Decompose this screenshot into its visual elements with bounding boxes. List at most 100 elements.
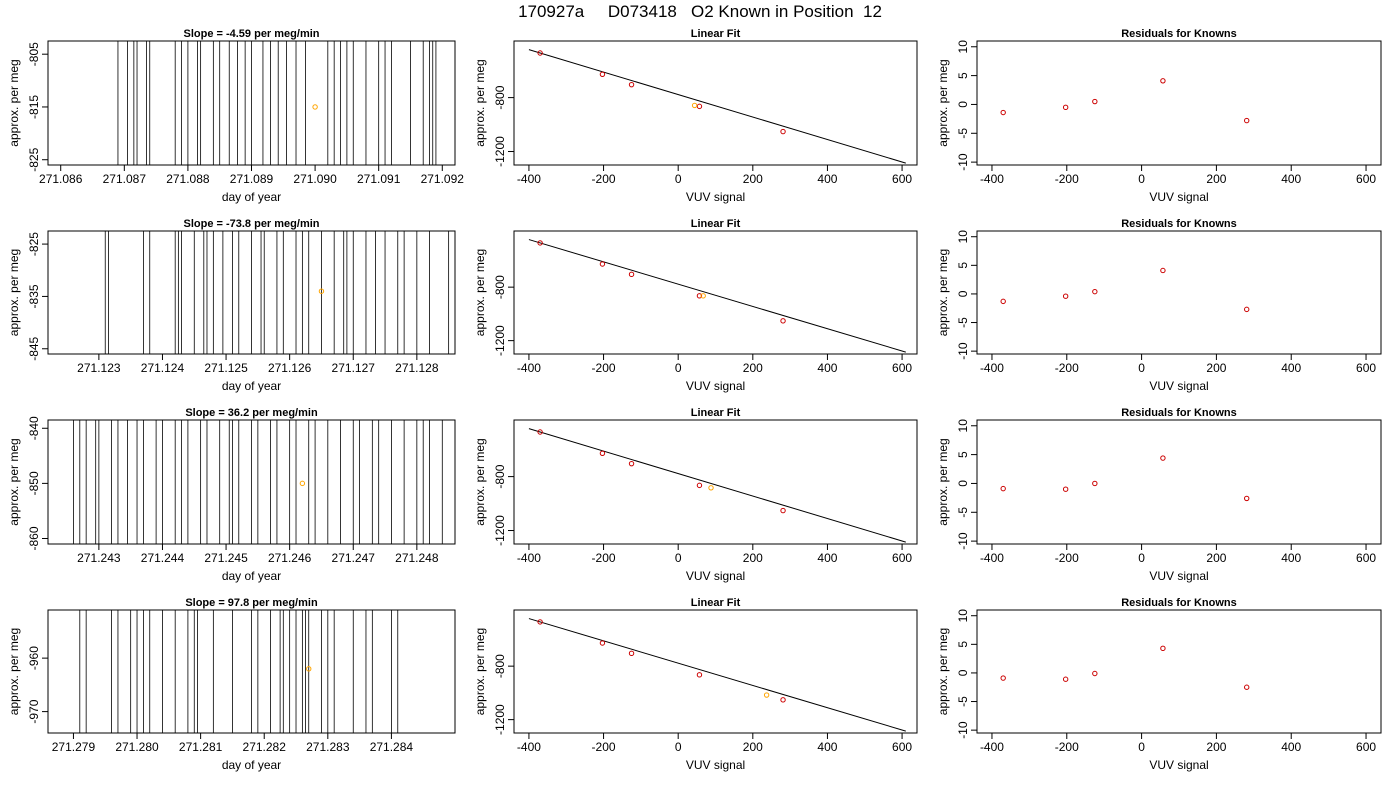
fit-line (528, 618, 906, 732)
x-tick-label: 200 (1206, 551, 1226, 565)
x-tick-label: 600 (892, 361, 912, 375)
y-tick-label: 10 (956, 40, 970, 54)
y-tick-label: -10 (956, 153, 970, 171)
chart-panel-6: Residuals for Knowns VUV signal approx. pe… (936, 218, 1382, 393)
y-tick-label: -10 (956, 532, 970, 550)
x-tick-label: -400 (517, 551, 541, 565)
y-tick-label: -1200 (493, 136, 507, 167)
x-tick-label: 0 (675, 361, 682, 375)
x-tick-label: 271.125 (204, 361, 248, 375)
x-tick-label: 271.127 (332, 361, 376, 375)
plot-area (528, 239, 906, 353)
x-tick-label: -400 (517, 361, 541, 375)
y-tick-label: 10 (956, 230, 970, 244)
data-point (537, 50, 543, 56)
plot-area (1000, 645, 1250, 690)
highlight-point (708, 485, 714, 491)
chart-title: Linear Fit (691, 28, 741, 40)
x-tick-label: 271.284 (370, 740, 414, 754)
x-axis-label: VUV signal (1149, 569, 1208, 583)
x-tick-label: 271.244 (141, 551, 185, 565)
chart-title: Residuals for Knowns (1121, 597, 1237, 609)
x-tick-label: 0 (1138, 172, 1145, 186)
x-tick-label: -200 (1055, 740, 1079, 754)
x-tick-label: 0 (1138, 361, 1145, 375)
y-tick-label: -10 (956, 721, 970, 739)
y-axis-label: approx. per meg (936, 59, 950, 146)
x-tick-label: 400 (817, 361, 837, 375)
plot-frame (976, 40, 1382, 166)
y-tick-label: 5 (956, 262, 970, 269)
data-point (1160, 455, 1166, 461)
x-tick-label: 271.279 (52, 740, 96, 754)
y-axis-label: approx. per meg (936, 628, 950, 715)
x-tick-label: 400 (817, 740, 837, 754)
x-tick-label: -400 (517, 172, 541, 186)
y-tick-label: -10 (956, 342, 970, 360)
data-point (1062, 293, 1069, 299)
data-point (780, 318, 786, 324)
y-axis-label: approx. per meg (473, 438, 487, 525)
y-tick-label: -970 (27, 699, 41, 723)
y-tick-label: -840 (27, 416, 41, 440)
data-point (780, 697, 786, 703)
chart-title: Slope = 36.2 per meg/min (185, 407, 318, 419)
x-tick-label: 600 (1356, 361, 1376, 375)
x-tick-label: 271.283 (306, 740, 350, 754)
plot-area (528, 428, 906, 543)
data-point (1062, 486, 1069, 492)
y-tick-label: 5 (956, 641, 970, 648)
y-tick-label: 10 (956, 419, 970, 433)
x-tick-label: 200 (743, 172, 763, 186)
x-tick-label: 200 (743, 740, 763, 754)
x-tick-label: 271.123 (77, 361, 121, 375)
data-point (1062, 104, 1069, 111)
x-axis-label: VUV signal (686, 758, 745, 772)
data-point (1000, 298, 1006, 305)
x-tick-label: 271.128 (395, 361, 439, 375)
plot-area (117, 41, 437, 165)
data-point (628, 650, 635, 657)
data-point (1092, 288, 1098, 295)
x-axis-label: day of year (222, 190, 281, 204)
y-tick-label: 0 (956, 101, 970, 108)
y-axis-label: approx. per meg (936, 438, 950, 525)
plot-area (1000, 267, 1250, 313)
highlight-point (306, 666, 312, 672)
data-point (1160, 267, 1166, 274)
plot-area (104, 231, 450, 354)
x-tick-label: 400 (817, 172, 837, 186)
highlight-point (299, 480, 306, 487)
x-tick-label: 600 (1356, 172, 1376, 186)
highlight-point (312, 104, 318, 110)
x-tick-label: -200 (1055, 551, 1079, 565)
fit-line (528, 239, 906, 353)
x-axis-label: day of year (222, 379, 281, 393)
plot-area (528, 49, 906, 164)
plot-area (73, 420, 443, 544)
y-axis-label: approx. per meg (473, 628, 487, 715)
y-tick-label: -5 (956, 507, 970, 518)
plot-area (1000, 78, 1250, 124)
data-point (1000, 675, 1006, 681)
x-axis-label: VUV signal (686, 190, 745, 204)
chart-title: Residuals for Knowns (1121, 407, 1237, 419)
x-tick-label: 400 (1281, 361, 1301, 375)
data-point (696, 482, 703, 489)
highlight-point (318, 288, 325, 294)
x-tick-label: 271.248 (395, 551, 439, 565)
x-tick-label: 600 (1356, 740, 1376, 754)
y-tick-label: -800 (493, 85, 507, 109)
plot-frame (513, 40, 918, 166)
y-tick-label: -5 (956, 696, 970, 707)
y-tick-label: -5 (956, 317, 970, 328)
plot-frame (513, 419, 918, 545)
x-tick-label: 200 (1206, 172, 1226, 186)
y-tick-label: 5 (956, 72, 970, 79)
data-point (696, 293, 703, 299)
page-title: 170927a D073418 O2 Known in Position 12 (518, 2, 882, 21)
plot-frame (47, 419, 456, 545)
x-tick-label: 600 (892, 740, 912, 754)
